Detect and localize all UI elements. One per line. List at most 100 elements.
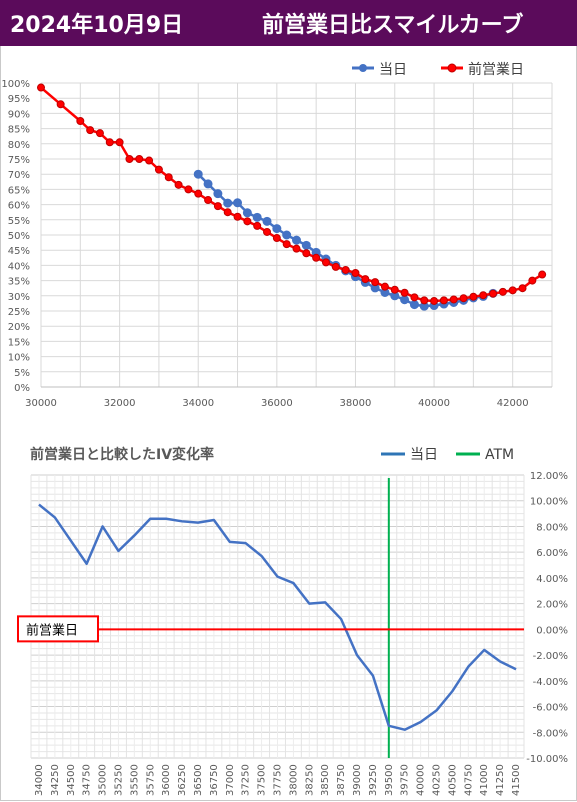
x-tick-label: 40000	[418, 398, 450, 409]
data-point-prev	[272, 234, 281, 243]
data-point-prev	[105, 138, 114, 147]
chart1-legend: 当日 前営業日	[352, 61, 524, 78]
x-tick-label: 40500	[447, 764, 458, 796]
x-tick-label: 38250	[304, 764, 315, 796]
data-point-prev	[115, 138, 124, 147]
y-tick-label: -2.00%	[533, 651, 568, 662]
header-date: 2024年10月9日	[10, 13, 184, 38]
x-tick-label: 38750	[336, 764, 347, 796]
y-tick-label: -4.00%	[533, 677, 568, 688]
data-point-prev	[292, 244, 301, 253]
x-tick-label: 41000	[479, 764, 490, 796]
y-tick-label: 0%	[14, 383, 30, 394]
data-point-prev	[56, 100, 65, 109]
data-point-prev	[390, 285, 399, 294]
legend-label-today: 当日	[379, 62, 407, 78]
x-tick-label: 36250	[177, 764, 188, 796]
x-tick-label: 39250	[368, 764, 379, 796]
data-point-today	[193, 169, 203, 179]
data-point-prev	[312, 253, 321, 262]
data-point-today	[213, 189, 223, 199]
data-point-today	[262, 216, 272, 226]
data-point-prev	[194, 189, 203, 198]
x-tick-label: 37000	[225, 764, 236, 796]
x-tick-label: 39000	[352, 764, 363, 796]
data-point-prev	[439, 296, 448, 305]
data-point-prev	[498, 287, 507, 296]
x-tick-label: 39500	[384, 764, 395, 796]
data-point-prev	[86, 126, 95, 135]
data-point-today	[242, 208, 252, 218]
y-tick-label: 55%	[8, 216, 30, 227]
data-point-prev	[489, 289, 498, 298]
data-point-prev	[479, 291, 488, 300]
data-point-prev	[223, 208, 232, 217]
data-point-prev	[400, 288, 409, 297]
data-point-prev	[430, 296, 439, 305]
header-banner: 2024年10月9日 前営業日比スマイルカーブ	[0, 0, 577, 46]
y-tick-label: 35%	[8, 277, 30, 288]
header-title: 前営業日比スマイルカーブ	[262, 13, 524, 38]
x-tick-label: 32000	[104, 398, 136, 409]
y-tick-label: 90%	[8, 109, 30, 120]
data-point-prev	[233, 212, 242, 221]
series-line-prev	[40, 86, 543, 303]
data-point-prev	[125, 155, 134, 163]
series-line-today	[197, 173, 494, 308]
previous-day-label: 前営業日	[26, 622, 78, 638]
data-point-prev	[135, 155, 144, 163]
data-point-prev	[321, 258, 330, 267]
x-tick-label: 36750	[209, 764, 220, 796]
data-point-prev	[449, 295, 458, 304]
x-tick-label: 34500	[66, 764, 77, 796]
data-point-prev	[410, 293, 419, 302]
x-tick-label: 36000	[161, 764, 172, 796]
data-point-prev	[380, 282, 389, 291]
data-point-prev	[243, 217, 252, 226]
y-tick-label: 100%	[1, 79, 30, 90]
x-tick-label: 36000	[261, 398, 293, 409]
data-point-today	[223, 198, 233, 208]
x-tick-label: 38000	[340, 398, 372, 409]
y-tick-label: -10.00%	[526, 754, 568, 765]
y-tick-label: 80%	[8, 140, 30, 151]
data-point-prev	[371, 278, 380, 287]
data-point-prev	[145, 156, 154, 165]
y-tick-label: 0.00%	[536, 625, 568, 636]
x-tick-label: 35500	[129, 764, 140, 796]
x-tick-label: 34250	[50, 764, 61, 796]
data-point-prev	[37, 83, 45, 92]
data-point-prev	[263, 227, 272, 236]
x-tick-label: 42000	[497, 398, 529, 409]
data-point-prev	[361, 275, 370, 284]
data-point-prev	[95, 129, 104, 138]
data-point-today	[252, 212, 262, 222]
data-point-today	[292, 235, 301, 245]
x-tick-label: 37750	[273, 764, 284, 796]
data-point-prev	[518, 284, 527, 293]
legend-marker-prev	[447, 63, 457, 73]
data-point-today	[409, 300, 419, 310]
data-point-prev	[174, 180, 183, 189]
data-point-prev	[331, 262, 340, 271]
x-tick-label: 41500	[511, 764, 522, 796]
y-tick-label: 60%	[8, 201, 30, 212]
legend-label-prev: 前営業日	[468, 61, 524, 78]
data-point-today	[301, 240, 311, 250]
data-point-prev	[302, 249, 311, 258]
data-point-prev	[76, 117, 85, 125]
y-tick-label: 10%	[8, 353, 30, 364]
y-tick-label: 10.00%	[530, 497, 568, 508]
data-point-prev	[213, 202, 222, 211]
data-point-prev	[508, 286, 517, 295]
y-tick-label: 70%	[8, 170, 30, 181]
data-point-today	[233, 198, 243, 208]
data-point-prev	[204, 196, 213, 205]
series-line-iv-change	[38, 503, 517, 731]
data-point-today	[282, 230, 292, 240]
y-tick-label: -6.00%	[533, 703, 568, 714]
data-point-today	[203, 179, 213, 189]
x-tick-label: 38000	[288, 764, 299, 796]
y-tick-label: 15%	[8, 337, 30, 348]
x-tick-label: 41250	[495, 764, 506, 796]
